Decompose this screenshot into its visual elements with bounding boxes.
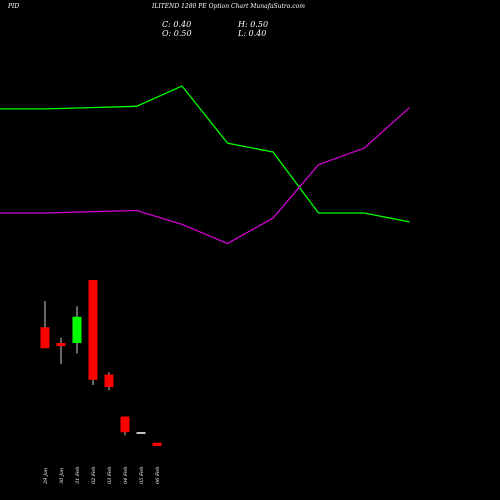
date-labels: 29 Jan 30 Jan 31 Feb 02 Feb 03 Feb 04 Feb 05 F…: [43, 467, 161, 485]
close-value: C: 0.40: [162, 20, 192, 29]
candle-body: [152, 442, 162, 446]
date-label: 05 Feb: [139, 467, 145, 484]
date-label: 04 Feb: [123, 467, 129, 484]
chart-title: ILITEND 1280 PE Option Chart MunafaSutra…: [152, 3, 305, 10]
candles: [40, 280, 162, 446]
magenta-indicator-line: [0, 107, 410, 245]
date-label: 03 Feb: [107, 467, 113, 484]
candle-body: [104, 374, 114, 388]
date-label: 29 Jan: [43, 468, 49, 485]
date-label: 06 Feb: [155, 467, 161, 484]
indicator-lines: [0, 85, 410, 245]
date-label: 30 Jan: [59, 468, 65, 484]
open-value: O: 0.50: [162, 29, 192, 38]
date-label: 31 Feb: [75, 467, 81, 484]
high-value: H: 0.50: [238, 20, 269, 29]
candle-body: [88, 280, 98, 380]
green-indicator-line: [0, 85, 410, 223]
candle-body: [72, 316, 82, 343]
candle-body: [136, 432, 146, 434]
date-label: 02 Feb: [91, 467, 97, 484]
candle-body: [40, 327, 50, 349]
symbol-label: PID: [8, 3, 20, 10]
candle-body: [56, 343, 66, 347]
candle-body: [120, 416, 130, 433]
low-value: L: 0.40: [238, 29, 267, 38]
